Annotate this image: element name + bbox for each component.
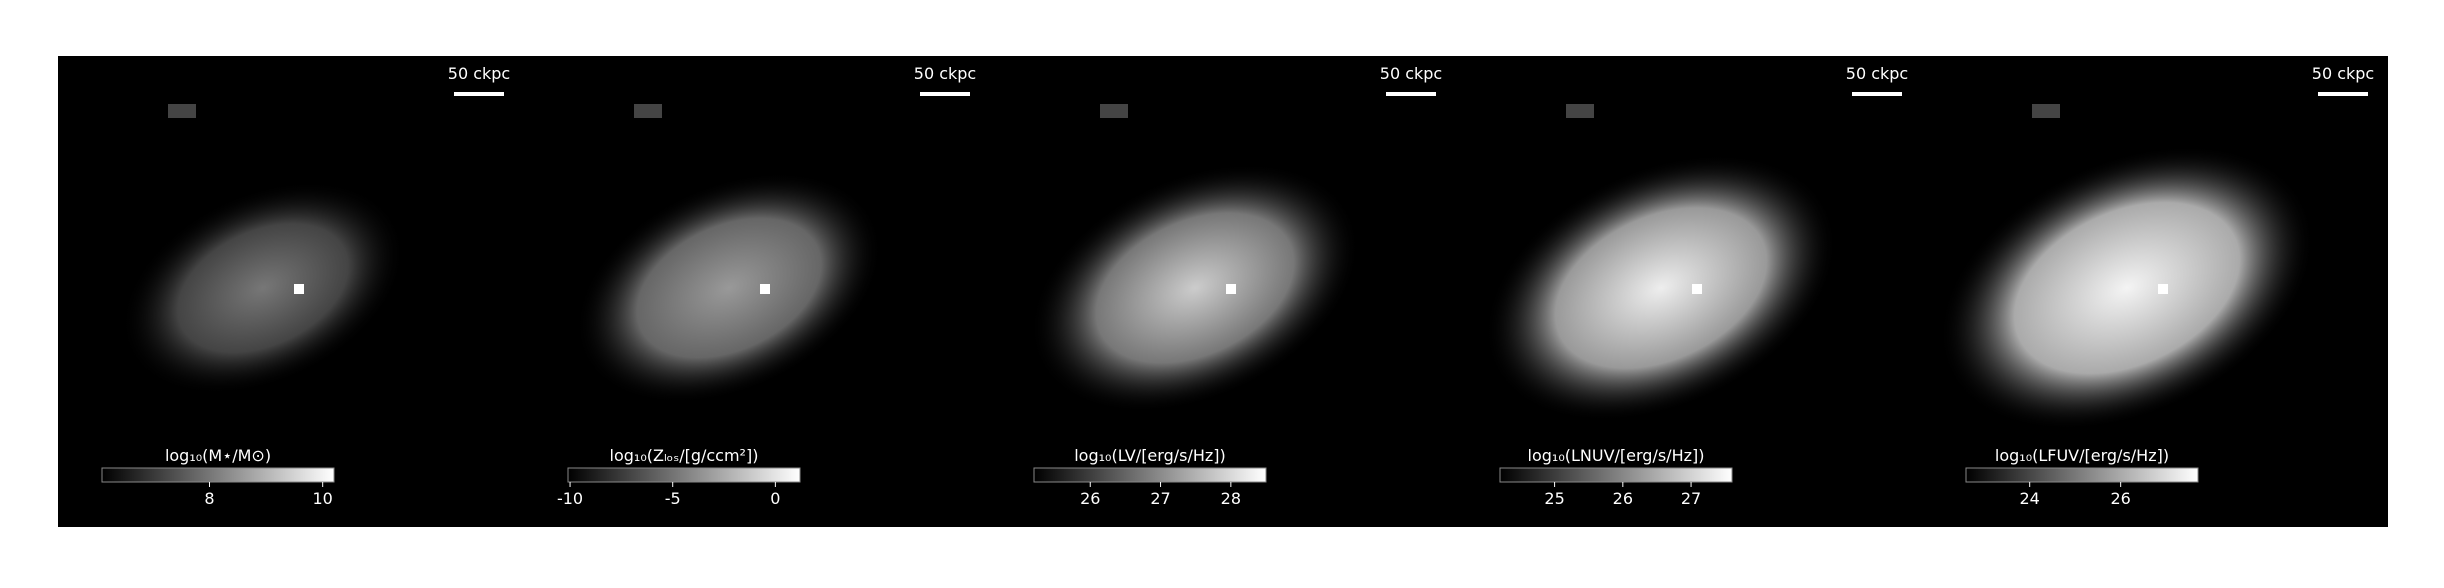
colorbar-tick-label: 28	[1221, 489, 1241, 508]
colorbar-tick-label: 26	[1080, 489, 1100, 508]
scale-bar-label: 50 ckpc	[914, 64, 976, 83]
core	[760, 284, 770, 294]
colorbar-tick-label: 26	[2110, 489, 2130, 508]
satellite	[168, 104, 196, 118]
colorbar	[567, 467, 801, 483]
satellite	[1566, 104, 1594, 118]
satellite	[2032, 104, 2060, 118]
colorbar-tick-label: 8	[204, 489, 214, 508]
core	[294, 284, 304, 294]
colorbar-tick-label: 27	[1681, 489, 1701, 508]
colorbar	[101, 467, 335, 483]
colorbar-label: log₁₀(LFUV/[erg/s/Hz])	[1995, 446, 2169, 465]
galaxy-glow	[1939, 145, 2315, 431]
panel: 50 ckpc log₁₀(LNUV/[erg/s/Hz]) 25 26 27	[1456, 56, 1922, 527]
colorbar-label: log₁₀(LV/[erg/s/Hz])	[1074, 446, 1226, 465]
panel: 50 ckpc log₁₀(Zₗₒₛ/[g/ccm²]) -10 -5 0	[524, 56, 990, 527]
colorbar	[1033, 467, 1267, 483]
colorbar-label: log₁₀(LNUV/[erg/s/Hz])	[1528, 446, 1705, 465]
galaxy-glow	[1485, 154, 1837, 422]
panel: 50 ckpc log₁₀(LV/[erg/s/Hz]) 26 27 28	[990, 56, 1456, 527]
satellite	[634, 104, 662, 118]
colorbar-label: log₁₀(M⋆/M⊙)	[165, 446, 271, 465]
colorbar-tick-label: -10	[557, 489, 583, 508]
panel: 50 ckpc log₁₀(LFUV/[erg/s/Hz]) 24 26	[1922, 56, 2388, 527]
galaxy-glow	[121, 181, 405, 395]
colorbar-tick-label: 26	[1613, 489, 1633, 508]
colorbar-tick-label: 27	[1150, 489, 1170, 508]
colorbar-tick-label: -5	[665, 489, 681, 508]
core	[2158, 284, 2168, 294]
colorbar-tick-label: 0	[770, 489, 780, 508]
scale-bar-label: 50 ckpc	[2312, 64, 2374, 83]
colorbar-tick-label: 24	[2020, 489, 2040, 508]
colorbar-label: log₁₀(Zₗₒₛ/[g/ccm²])	[610, 446, 759, 465]
scale-bar-label: 50 ckpc	[448, 64, 510, 83]
scale-bar-label: 50 ckpc	[1380, 64, 1442, 83]
colorbar-tick-label: 10	[313, 489, 333, 508]
colorbar-tick-label: 25	[1544, 489, 1564, 508]
galaxy-glow	[575, 172, 883, 404]
satellite	[1100, 104, 1128, 118]
colorbar	[1965, 467, 2199, 483]
core	[1226, 284, 1236, 294]
scale-bar-label: 50 ckpc	[1846, 64, 1908, 83]
core	[1692, 284, 1702, 294]
colorbar	[1499, 467, 1733, 483]
galaxy-glow	[1030, 163, 1360, 413]
panel: 50 ckpc log₁₀(M⋆/M⊙) 8 10	[58, 56, 524, 527]
